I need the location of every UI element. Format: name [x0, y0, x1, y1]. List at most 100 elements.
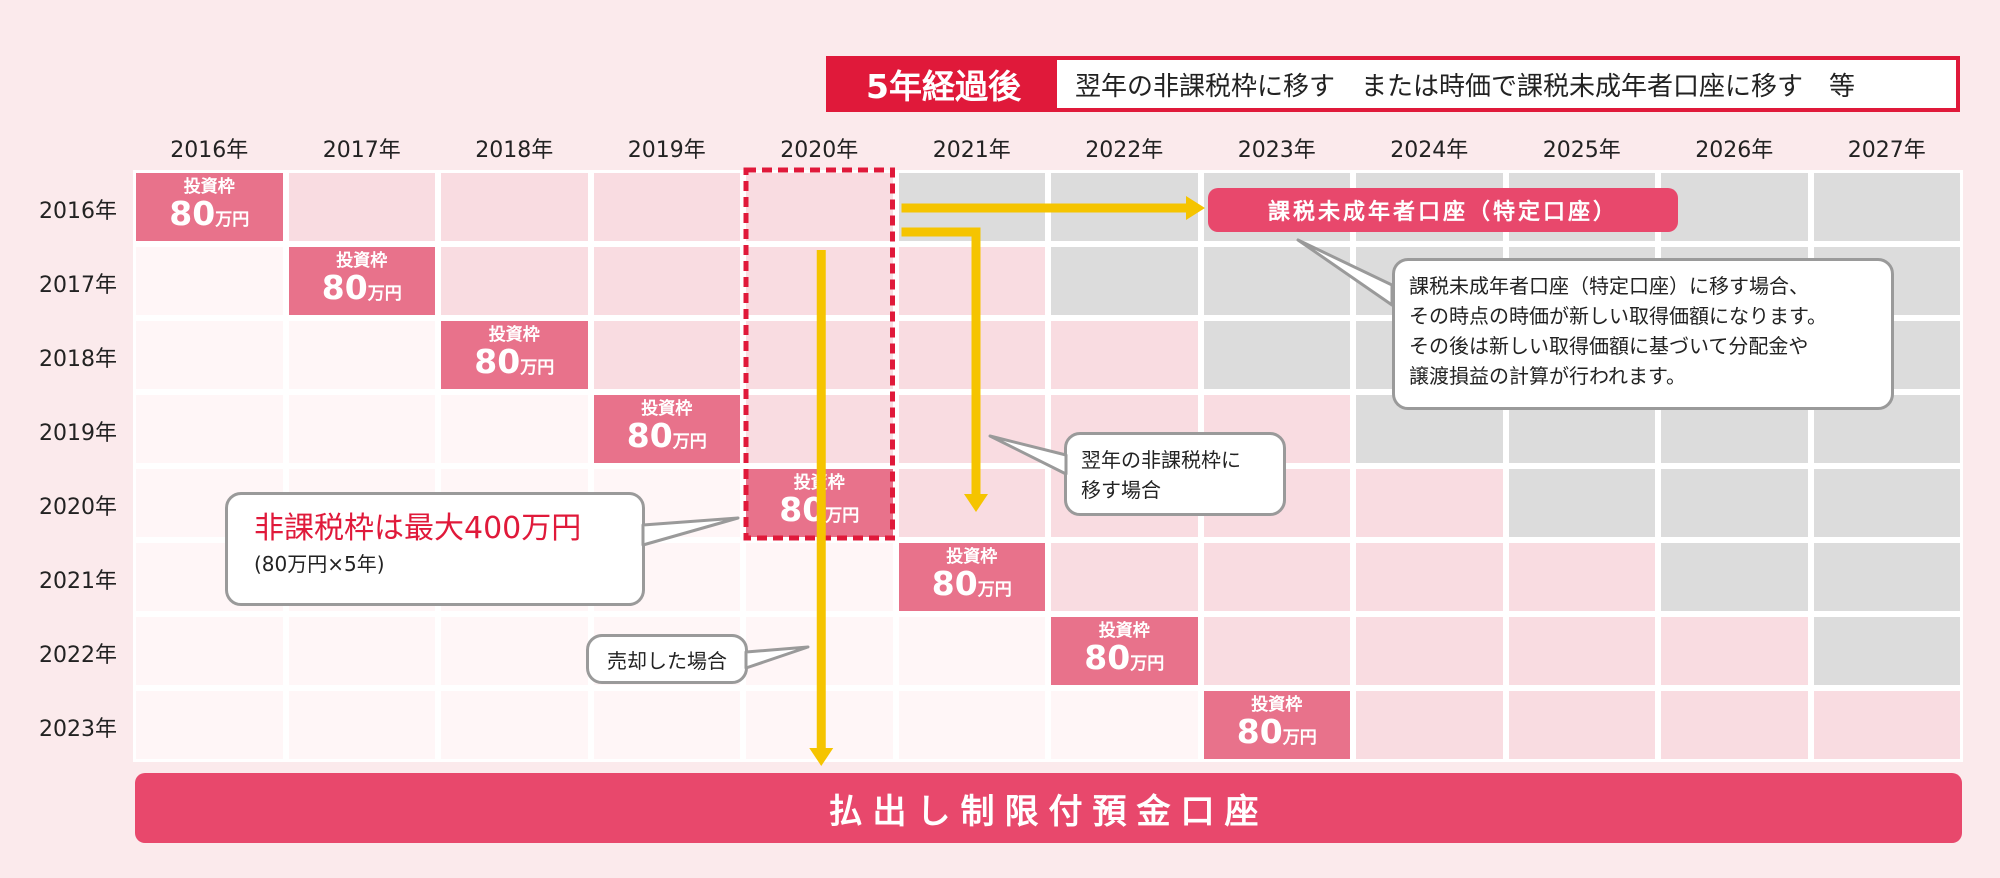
max-limit-bubble-tail: [641, 516, 740, 547]
next-year-bubble-tail: [988, 434, 1068, 476]
row-year-label: 2018年: [39, 347, 117, 372]
taxable-explain-line-1: 課税未成年者口座（特定口座）に移す場合、: [1409, 274, 1809, 298]
empty-cell: [438, 688, 591, 762]
holding-period-cell: [590, 170, 743, 244]
holding-period-cell: [1353, 614, 1506, 688]
holding-period-cell: [1200, 540, 1353, 614]
empty-cell: [285, 392, 438, 466]
header-box: 5年経過後 翌年の非課税枠に移す または時価で課税未成年者口座に移す 等: [826, 56, 1960, 112]
column-year-label: 2019年: [627, 138, 706, 163]
highlight-2020-dashed-box: [743, 167, 895, 541]
frame-amount-unit: 万円: [215, 210, 250, 230]
frame-label: 投資枠: [336, 251, 388, 271]
empty-cell: [438, 614, 591, 688]
frame-amount-unit: 万円: [520, 358, 555, 378]
taxable-bubble-tail: [1296, 238, 1394, 307]
post-period-cell: [1810, 170, 1963, 244]
column-year-label: 2017年: [322, 138, 401, 163]
column-year-label: 2024年: [1390, 138, 1469, 163]
post-period-cell: [1658, 540, 1811, 614]
post-period-cell: [1810, 540, 1963, 614]
empty-cell: [1048, 688, 1201, 762]
arrow-to-taxable-head: [1186, 196, 1205, 220]
empty-cell: [590, 688, 743, 762]
column-year-label: 2027年: [1847, 138, 1926, 163]
frame-amount-unit: 万円: [672, 432, 707, 452]
frame-label: 投資枠: [641, 399, 693, 419]
holding-period-cell: [1505, 688, 1658, 762]
row-year-label: 2022年: [39, 643, 117, 668]
holding-period-cell: [1353, 540, 1506, 614]
empty-cell: [133, 392, 286, 466]
column-year-label: 2025年: [1542, 138, 1621, 163]
empty-cell: [133, 244, 286, 318]
post-period-cell: [1200, 318, 1353, 392]
frame-amount-unit: 万円: [1282, 728, 1317, 748]
frame-amount: 80万円: [932, 567, 1012, 607]
holding-period-cell: [1658, 688, 1811, 762]
arrow-sold-head: [809, 748, 834, 766]
sold-label: 売却した場合: [607, 648, 727, 673]
arrow-to-next-year-head: [964, 494, 988, 512]
max-limit-sub: (80万円×5年): [254, 552, 385, 576]
column-year-label: 2023年: [1237, 138, 1316, 163]
empty-cell: [895, 688, 1048, 762]
frame-amount-number: 80: [931, 564, 978, 603]
empty-cell: [133, 688, 286, 762]
holding-period-cell: [1353, 466, 1506, 540]
frame-amount: 80万円: [169, 197, 249, 237]
header-text: 翌年の非課税枠に移す または時価で課税未成年者口座に移す 等: [1075, 71, 1856, 102]
max-limit-title: 非課税枠は最大400万円: [254, 511, 582, 546]
arrow-to-next-year-shaft: [901, 227, 981, 494]
holding-period-cell: [1505, 540, 1658, 614]
empty-cell: [133, 318, 286, 392]
row-year-label: 2023年: [39, 717, 117, 742]
frame-amount: 80万円: [322, 271, 402, 311]
column-year-label: 2022年: [1085, 138, 1164, 163]
holding-period-cell: [1505, 614, 1658, 688]
frame-amount-number: 80: [626, 416, 673, 455]
frame-label: 投資枠: [488, 325, 540, 345]
holding-period-cell: [1200, 614, 1353, 688]
column-year-label: 2020年: [780, 138, 859, 163]
frame-amount-number: 80: [474, 342, 521, 381]
frame-amount-number: 80: [1236, 712, 1283, 751]
header-tag: 5年経過後: [830, 60, 1057, 108]
column-year-label: 2026年: [1695, 138, 1774, 163]
frame-amount-number: 80: [169, 194, 216, 233]
post-period-cell: [1658, 170, 1811, 244]
column-year-label: 2018年: [475, 138, 554, 163]
next-year-line-1: 翌年の非課税枠に: [1081, 448, 1241, 472]
frame-label: 投資枠: [946, 547, 998, 567]
next-year-line-2: 移す場合: [1081, 478, 1161, 502]
frame-amount: 80万円: [627, 419, 707, 459]
holding-period-cell: [590, 244, 743, 318]
holding-period-cell: [438, 170, 591, 244]
holding-period-cell: [1048, 318, 1201, 392]
sold-bubble: 売却した場合: [586, 634, 748, 684]
taxable-account-label: 課税未成年者口座（特定口座）: [1208, 188, 1678, 232]
holding-period-cell: [438, 244, 591, 318]
post-period-cell: [1048, 244, 1201, 318]
row-year-label: 2016年: [39, 199, 117, 224]
frame-label: 投資枠: [1098, 621, 1150, 641]
restricted-deposit-account: 払出し制限付預金口座: [135, 773, 1962, 843]
row-year-label: 2017年: [39, 273, 117, 298]
frame-amount: 80万円: [1237, 715, 1317, 755]
post-period-cell: [1505, 466, 1658, 540]
frame-amount-number: 80: [321, 268, 368, 307]
frame-amount-number: 80: [1084, 638, 1131, 677]
empty-cell: [285, 318, 438, 392]
post-period-cell: [1658, 466, 1811, 540]
frame-amount: 80万円: [1084, 641, 1164, 681]
holding-period-cell: [1353, 688, 1506, 762]
empty-cell: [285, 688, 438, 762]
taxable-explain-bubble: 課税未成年者口座（特定口座）に移す場合、 その時点の時価が新しい取得価額になりま…: [1392, 258, 1894, 410]
